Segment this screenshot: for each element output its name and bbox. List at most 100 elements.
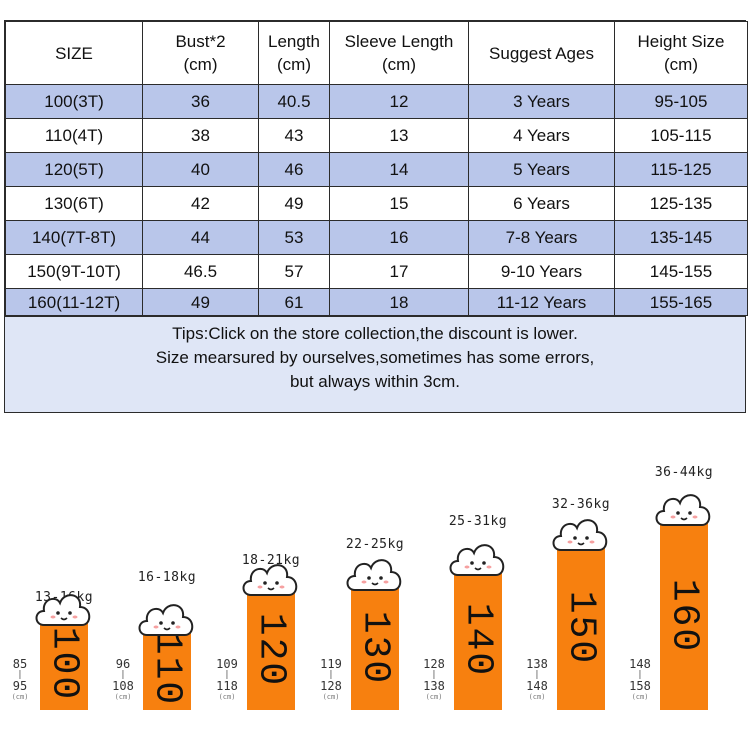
table-header-row: SIZE Bust*2 (cm) Length (cm) Sleeve Length…	[5, 21, 748, 85]
height-range-label: 138 | 148 (cm)	[521, 658, 553, 702]
size-pillar-bar: 130	[351, 580, 399, 710]
range-unit: (cm)	[528, 693, 546, 701]
cell-sleeve: 17	[329, 254, 469, 289]
cloud-face-icon	[346, 559, 402, 591]
cell-size: 100(3T)	[5, 84, 143, 119]
cloud-face-icon	[35, 594, 91, 626]
range-low: 85	[12, 657, 28, 671]
cell-age: 7-8 Years	[468, 220, 615, 255]
table-row: 110(4T) 38 43 13 4 Years 105-115	[5, 118, 748, 153]
size-code-label: 140	[456, 603, 500, 678]
size-pillar-bar: 160	[660, 515, 708, 710]
table-row: 150(9T-10T) 46.5 57 17 9-10 Years 145-15…	[5, 254, 748, 289]
size-code-label: 120	[249, 612, 293, 688]
table-row: 130(6T) 42 49 15 6 Years 125-135	[5, 186, 748, 221]
cell-size: 160(11-12T)	[5, 288, 143, 316]
range-unit: (cm)	[322, 693, 340, 701]
size-code-label: 160	[662, 579, 706, 654]
tips-line: Tips:Click on the store collection,the d…	[172, 324, 578, 343]
weight-label: 36-44kg	[654, 465, 714, 480]
range-unit: (cm)	[425, 693, 443, 701]
range-low: 96	[115, 657, 131, 671]
header-suggest-ages: Suggest Ages	[468, 21, 615, 85]
size-pillar-bar: 100	[40, 615, 88, 710]
range-unit: (cm)	[114, 693, 132, 701]
cell-length: 40.5	[258, 84, 330, 119]
cell-age: 4 Years	[468, 118, 615, 153]
range-unit: (cm)	[11, 693, 29, 701]
cell-bust: 46.5	[142, 254, 259, 289]
cell-length: 46	[258, 152, 330, 187]
range-separator: |	[17, 670, 23, 680]
weight-label: 22-25kg	[345, 537, 405, 552]
weight-label: 18-21kg	[241, 553, 301, 568]
weight-label: 25-31kg	[448, 514, 508, 529]
range-separator: |	[224, 670, 230, 680]
height-range-label: 96 | 108 (cm)	[107, 658, 139, 702]
size-pillar-bar: 120	[247, 585, 295, 710]
cell-sleeve: 13	[329, 118, 469, 153]
cell-length: 49	[258, 186, 330, 221]
range-unit: (cm)	[218, 693, 236, 701]
height-range-label: 109 | 118 (cm)	[211, 658, 243, 702]
cell-height: 115-125	[614, 152, 748, 187]
cell-bust: 42	[142, 186, 259, 221]
cell-sleeve: 14	[329, 152, 469, 187]
range-high: 138	[423, 679, 445, 693]
size-code-label: 130	[353, 610, 397, 685]
cell-bust: 49	[142, 288, 259, 316]
cell-sleeve: 15	[329, 186, 469, 221]
cell-age: 3 Years	[468, 84, 615, 119]
range-low: 128	[423, 657, 445, 671]
weight-label: 16-18kg	[137, 570, 197, 585]
height-range-label: 128 | 138 (cm)	[418, 658, 450, 702]
size-code-label: 150	[559, 591, 603, 666]
cloud-face-icon	[242, 564, 298, 596]
cell-sleeve: 16	[329, 220, 469, 255]
cell-height: 145-155	[614, 254, 748, 289]
cell-sleeve: 18	[329, 288, 469, 316]
cloud-face-icon	[552, 519, 608, 551]
cell-age: 11-12 Years	[468, 288, 615, 316]
range-high: 158	[629, 679, 651, 693]
cell-length: 53	[258, 220, 330, 255]
tips-line: Size mearsured by ourselves,sometimes ha…	[155, 348, 595, 367]
cloud-face-icon	[449, 544, 505, 576]
cell-bust: 38	[142, 118, 259, 153]
cell-size: 130(6T)	[5, 186, 143, 221]
table-row: 100(3T) 36 40.5 12 3 Years 95-105	[5, 84, 748, 119]
cell-height: 105-115	[614, 118, 748, 153]
cell-size: 140(7T-8T)	[5, 220, 143, 255]
table-row: 120(5T) 40 46 14 5 Years 115-125	[5, 152, 748, 187]
cell-bust: 40	[142, 152, 259, 187]
header-height-size: Height Size (cm)	[614, 21, 748, 85]
range-low: 148	[629, 657, 651, 671]
cell-age: 6 Years	[468, 186, 615, 221]
range-high: 148	[526, 679, 548, 693]
cell-length: 57	[258, 254, 330, 289]
cell-size: 150(9T-10T)	[5, 254, 143, 289]
tips-note: Tips:Click on the store collection,the d…	[5, 316, 745, 412]
range-separator: |	[637, 670, 643, 680]
range-separator: |	[431, 670, 437, 680]
range-low: 138	[526, 657, 548, 671]
cell-size: 110(4T)	[5, 118, 143, 153]
height-range-label: 85 | 95 (cm)	[4, 658, 36, 702]
size-pillar-bar: 140	[454, 565, 502, 710]
cell-sleeve: 12	[329, 84, 469, 119]
range-high: 128	[320, 679, 342, 693]
height-range-label: 119 | 128 (cm)	[315, 658, 347, 702]
range-unit: (cm)	[631, 693, 649, 701]
cell-height: 125-135	[614, 186, 748, 221]
header-bust: Bust*2 (cm)	[142, 21, 259, 85]
range-separator: |	[328, 670, 334, 680]
range-low: 119	[320, 657, 342, 671]
cell-height: 95-105	[614, 84, 748, 119]
table-row: 140(7T-8T) 44 53 16 7-8 Years 135-145	[5, 220, 748, 255]
header-sleeve-length: Sleeve Length (cm)	[329, 21, 469, 85]
cell-bust: 36	[142, 84, 259, 119]
cell-height: 155-165	[614, 288, 748, 316]
range-low: 109	[216, 657, 238, 671]
size-code-label: 100	[42, 627, 86, 702]
size-pillar-bar: 110	[143, 625, 191, 710]
